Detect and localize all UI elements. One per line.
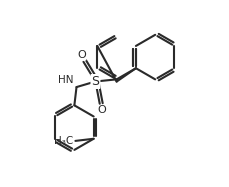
Text: O: O [77,50,86,60]
Text: HN: HN [57,75,73,85]
Text: H₃C: H₃C [55,136,74,146]
Text: S: S [91,75,99,88]
Text: O: O [98,105,106,116]
